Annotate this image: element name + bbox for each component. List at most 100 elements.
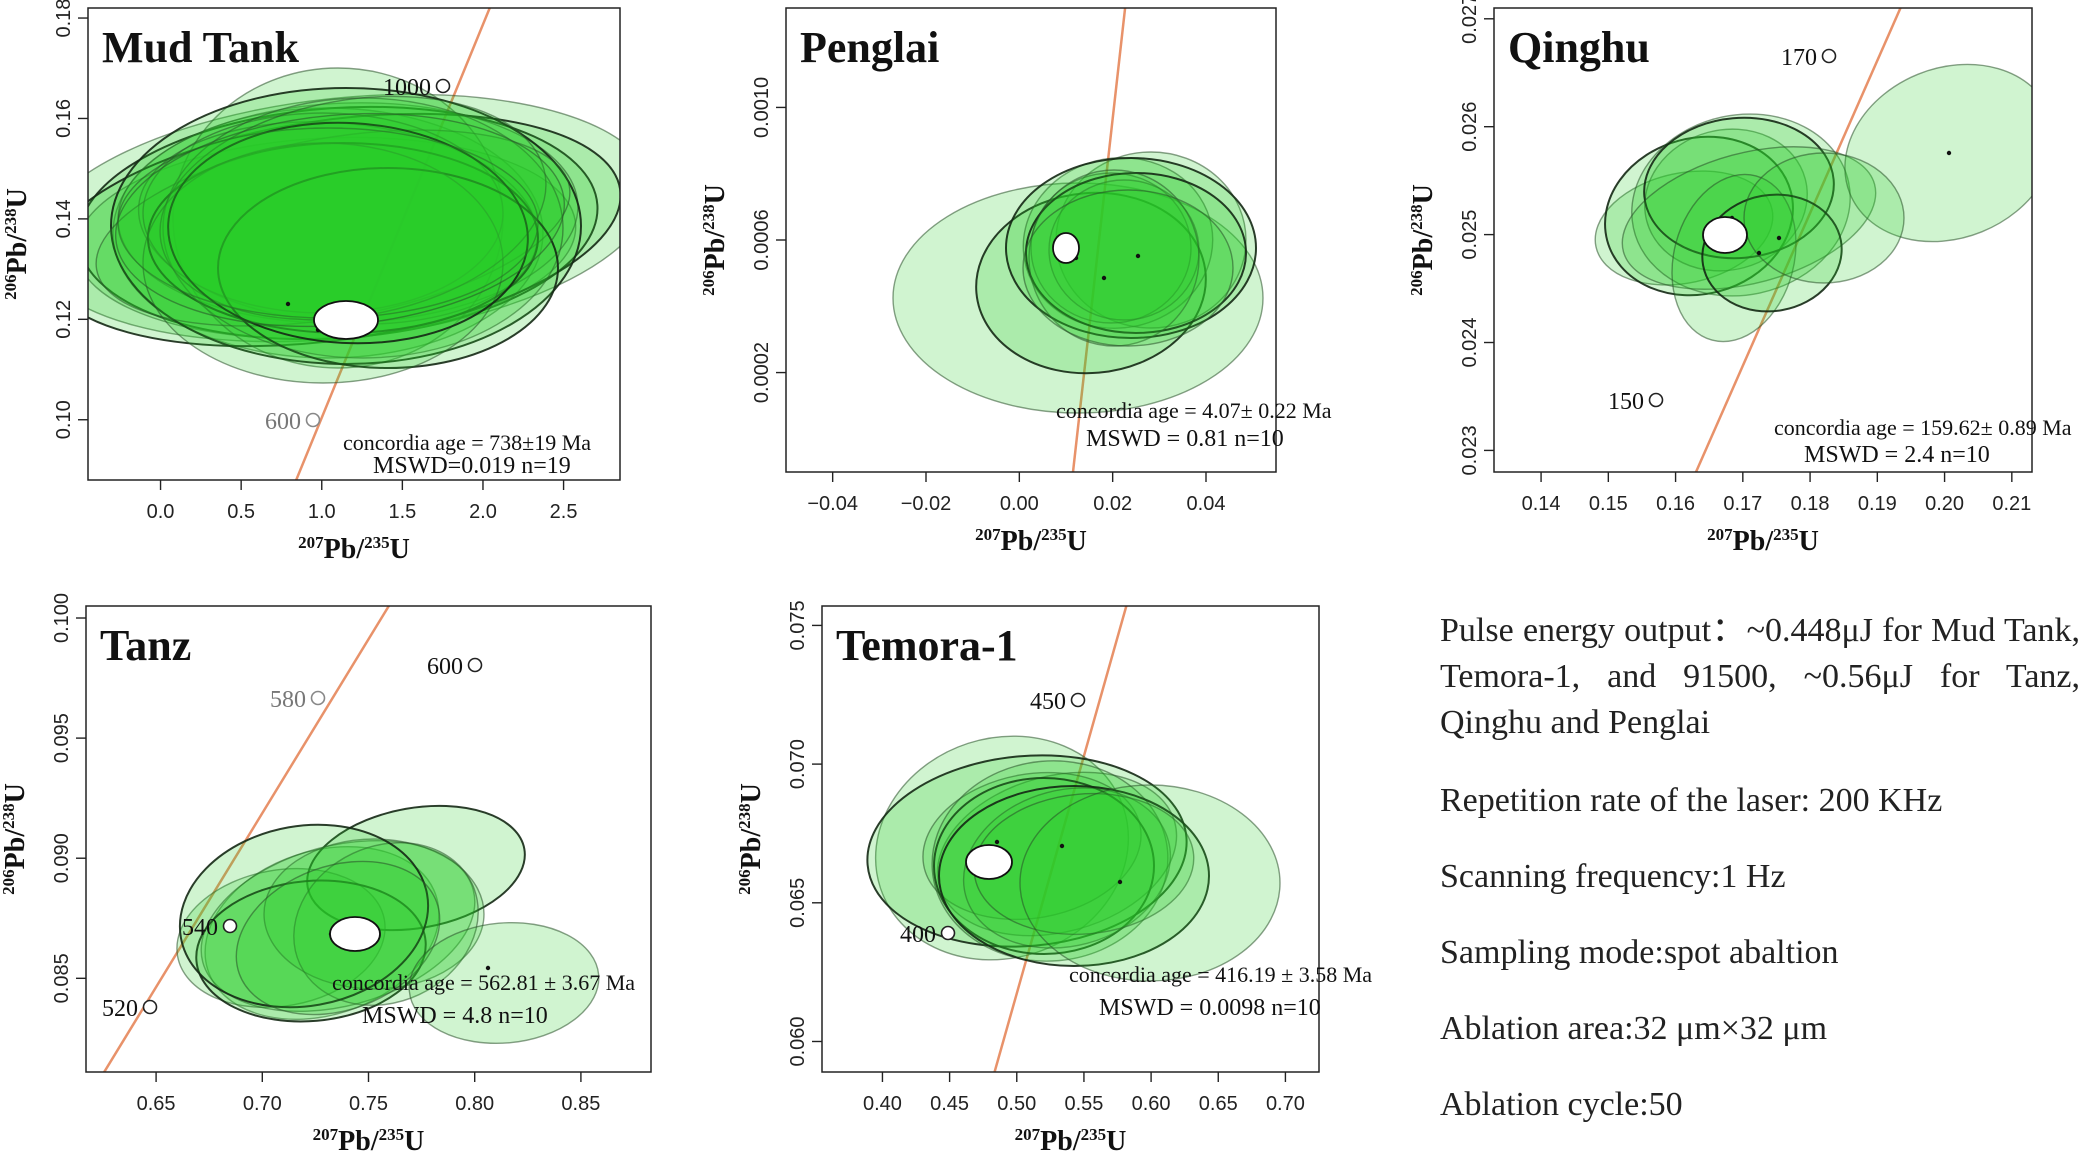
data-point xyxy=(1776,235,1782,241)
mswd-text: MSWD=0.019 n=19 xyxy=(373,453,571,479)
concordia-age-marker xyxy=(305,412,321,428)
chart-3: 600 580 540 520 Tanz concordia age = 562.81 ±… xyxy=(0,593,652,1157)
concordia-age-label: 540 xyxy=(182,915,218,941)
concordia-age-label: 170 xyxy=(1781,45,1817,71)
concordia-age-label: 1000 xyxy=(383,75,431,101)
y-tick-label: 0.085 xyxy=(51,953,73,1003)
concordia-age-marker xyxy=(310,690,326,706)
x-tick-label: −0.04 xyxy=(807,493,858,515)
error-ellipse xyxy=(195,879,427,1023)
concordia-age-text: concordia age = 738±19 Ma xyxy=(343,430,591,455)
concordia-curve xyxy=(102,606,391,1072)
plot-area: 450 400 xyxy=(866,606,1281,1072)
mswd-text: MSWD = 4.8 n=10 xyxy=(362,1003,548,1029)
y-tick-label: 0.0002 xyxy=(751,342,773,403)
y-tick-label: 0.0006 xyxy=(751,209,773,270)
x-tick-label: 0.18 xyxy=(1791,493,1830,515)
concordia-age-text: concordia age = 159.62± 0.89 Ma xyxy=(1774,415,2072,440)
y-tick-label: 0.095 xyxy=(51,713,73,763)
error-ellipse xyxy=(962,787,1172,949)
x-tick-label: 0.85 xyxy=(561,1093,600,1115)
x-tick-label: 0.5 xyxy=(227,501,255,523)
x-axis-label: 207Pb/235U xyxy=(298,533,410,565)
concordia-curve xyxy=(1694,8,1902,472)
x-tick-label: 2.0 xyxy=(469,501,497,523)
plot-area xyxy=(892,8,1264,472)
concordia-age-marker xyxy=(940,925,956,941)
x-tick-label: 0.60 xyxy=(1132,1093,1171,1115)
sampling-mode-text: Sampling mode:spot abaltion xyxy=(1440,934,1839,971)
y-tick-label: 0.025 xyxy=(1459,210,1481,260)
x-tick-label: 0.00 xyxy=(1000,493,1039,515)
concordia-age-label: 580 xyxy=(270,687,306,713)
y-tick-label: 0.16 xyxy=(53,99,75,138)
x-tick-label: 0.04 xyxy=(1187,493,1226,515)
y-tick-label: 0.026 xyxy=(1459,102,1481,152)
chart-1: Penglai concordia age = 4.07± 0.22 Ma MSWD… xyxy=(699,7,1332,557)
y-tick-label: 0.024 xyxy=(1459,317,1481,367)
ablation-cycle-text: Ablation cycle:50 xyxy=(1440,1086,1683,1123)
x-axis-label: 207Pb/235U xyxy=(1015,1125,1127,1157)
y-tick-label: 0.18 xyxy=(53,0,75,38)
analysis-settings: Pulse energy output：~0.448μJ for Mud Tan… xyxy=(1440,608,2080,1158)
y-tick-label: 0.090 xyxy=(51,833,73,883)
data-point xyxy=(485,965,491,971)
x-tick-label: 0.45 xyxy=(930,1093,969,1115)
error-ellipse xyxy=(1030,172,1192,324)
y-tick-label: 0.027 xyxy=(1459,0,1481,44)
mswd-text: MSWD = 0.81 n=10 xyxy=(1086,426,1284,452)
error-ellipse xyxy=(408,921,600,1045)
y-tick-label: 0.075 xyxy=(787,600,809,650)
plot-area: 1000 600 xyxy=(88,8,620,480)
error-ellipse xyxy=(263,838,485,990)
x-tick-label: 0.80 xyxy=(455,1093,494,1115)
data-point xyxy=(285,301,291,307)
chart-title: Qinghu xyxy=(1508,23,1650,72)
error-ellipse xyxy=(1594,170,1774,286)
concordia-curve xyxy=(294,8,492,480)
x-tick-label: 0.50 xyxy=(997,1093,1036,1115)
y-tick-label: 0.065 xyxy=(787,878,809,928)
x-tick-label: 0.70 xyxy=(243,1093,282,1115)
x-tick-label: 0.0 xyxy=(147,501,175,523)
concordia-age-marker xyxy=(1821,48,1837,64)
concordia-age-label: 600 xyxy=(265,409,301,435)
concordia-mean-ellipse xyxy=(1052,232,1080,264)
error-ellipse xyxy=(142,142,504,384)
y-tick-label: 0.14 xyxy=(53,199,75,238)
x-tick-label: 0.15 xyxy=(1589,493,1628,515)
plot-frame xyxy=(1493,7,2033,473)
concordia-age-text: concordia age = 4.07± 0.22 Ma xyxy=(1056,398,1332,423)
chart-0: 1000 600 Mud Tank concordia age = 738±19 Ma… xyxy=(1,0,621,565)
concordia-curve xyxy=(993,606,1128,1072)
x-tick-label: 0.65 xyxy=(137,1093,176,1115)
repetition-rate-text: Repetition rate of the laser: 200 KHz xyxy=(1440,782,1943,819)
error-ellipse xyxy=(1022,189,1234,347)
chart-title: Temora-1 xyxy=(836,621,1018,670)
chart-title: Penglai xyxy=(800,23,939,72)
concordia-age-marker xyxy=(222,918,238,934)
error-ellipse xyxy=(293,842,479,1006)
concordia-mean-ellipse xyxy=(1702,216,1748,254)
x-tick-label: 1.5 xyxy=(388,501,416,523)
error-ellipse xyxy=(178,823,430,1009)
concordia-age-text: concordia age = 562.81 ± 3.67 Ma xyxy=(332,970,635,995)
y-axis-label: 206Pb/238U xyxy=(0,783,31,895)
data-point xyxy=(1059,843,1065,849)
error-ellipse xyxy=(176,867,386,1009)
data-point xyxy=(1101,275,1107,281)
x-tick-label: 0.14 xyxy=(1522,493,1561,515)
y-axis-label: 206Pb/238U xyxy=(735,783,767,895)
error-ellipse xyxy=(1621,146,1877,290)
scanning-frequency-text: Scanning frequency:1 Hz xyxy=(1440,858,1786,895)
y-tick-label: 0.070 xyxy=(787,739,809,789)
error-ellipse xyxy=(922,771,1142,921)
concordia-age-marker xyxy=(142,999,158,1015)
y-axis-label: 206Pb/238U xyxy=(699,184,731,296)
ablation-area-text: Ablation area:32 μm×32 μm xyxy=(1440,1010,1828,1047)
x-tick-label: 0.19 xyxy=(1858,493,1897,515)
y-axis-label: 206Pb/238U xyxy=(1,188,33,300)
error-ellipse xyxy=(1644,128,1808,272)
error-ellipse xyxy=(167,121,529,345)
